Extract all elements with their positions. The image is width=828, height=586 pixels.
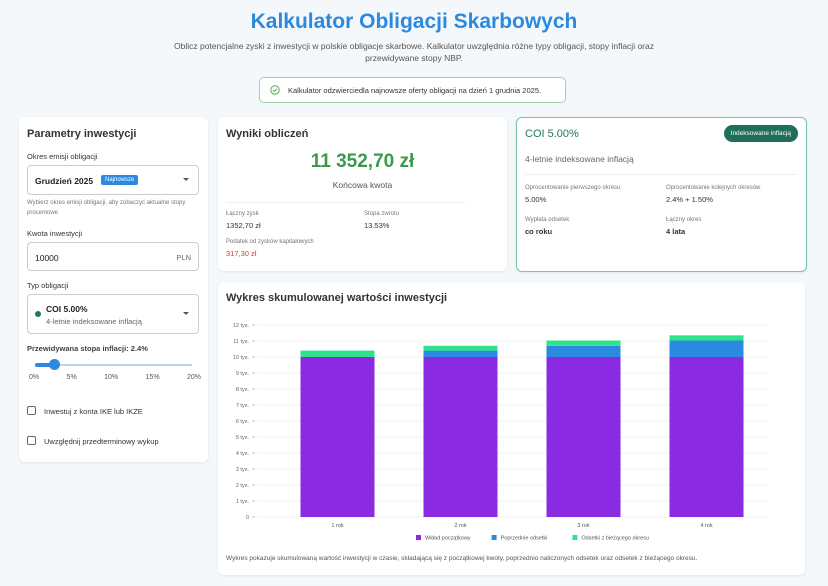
divider [525, 174, 797, 175]
slider-tick: 15% [145, 374, 160, 381]
early-redemption-label: Uwzględnij przedterminowy wykup [44, 437, 159, 446]
y-tick-label: 12 tys. [233, 323, 250, 329]
bond-type-value: COI 5.00% [46, 304, 88, 314]
bar-segment [300, 350, 375, 357]
return-label: Stopa zwrotu [364, 211, 400, 217]
bond-type-select[interactable]: COI 5.00% 4-letnie indeksowane inflacją [27, 294, 199, 334]
legend-label: Poprzednie odsetki [501, 536, 548, 542]
inflation-slider[interactable] [35, 359, 192, 370]
bar-segment [669, 335, 744, 341]
bar-segment [669, 340, 744, 357]
x-tick-label: 2 rok [454, 523, 466, 529]
payout-value: co roku [525, 227, 553, 236]
ike-label: Inwestuj z konta IKE lub IKZE [44, 407, 143, 416]
y-tick-label: 5 tys. [236, 435, 250, 441]
slider-tick: 5% [66, 374, 77, 381]
slider-tick: 0% [29, 374, 40, 381]
x-tick-label: 3 rok [577, 523, 589, 529]
bond-name: COI 5.00% [525, 128, 579, 140]
period-select[interactable]: Grudzień 2025 Najnowsze [27, 165, 199, 195]
profit-label: Łączny zysk [226, 211, 259, 217]
results-title: Wyniki obliczeń [226, 128, 309, 140]
y-tick-label: 2 tys. [236, 483, 250, 489]
y-tick-label: 8 tys. [236, 387, 250, 393]
check-circle-icon [270, 85, 280, 95]
bond-info-card: COI 5.00% Indeksowane inflacją 4-letnie … [516, 117, 807, 272]
x-tick-label: 4 rok [700, 523, 712, 529]
y-tick-label: 7 tys. [236, 403, 250, 409]
amount-value: 10000 [35, 253, 59, 263]
x-tick-label: 1 rok [331, 523, 343, 529]
bar-segment [423, 357, 498, 517]
ike-checkbox[interactable] [27, 406, 36, 415]
params-card: Parametry inwestycji Okres emisji obliga… [19, 117, 208, 462]
y-tick-label: 10 tys. [233, 355, 250, 361]
legend-swatch [491, 535, 497, 540]
bond-type-desc: 4-letnie indeksowane inflacją [46, 317, 142, 326]
total-period-value: 4 lata [666, 227, 686, 236]
final-amount: 11 352,70 zł [310, 151, 415, 172]
final-label: Końcowa kwota [332, 180, 393, 190]
bar-segment [546, 340, 621, 346]
return-value: 13.53% [364, 221, 390, 230]
slider-ticks: 0% 5% 10% 15% 20% [29, 374, 201, 381]
bar-segment [669, 357, 744, 517]
legend-label: Wkład początkowy [425, 536, 471, 542]
profit-value: 1352,70 zł [226, 221, 261, 230]
bond-color-dot [35, 311, 41, 317]
y-tick-label: 4 tys. [236, 451, 250, 457]
amount-input[interactable]: 10000 PLN [27, 242, 199, 271]
slider-thumb[interactable] [48, 359, 60, 370]
notice-banner: Kalkulator odzwierciedla najnowsze ofert… [259, 77, 566, 103]
chart-card: Wykres skumulowanej wartości inwestycji … [218, 282, 805, 575]
y-tick-label: 11 tys. [233, 339, 249, 345]
next-rate-label: Oprocentowanie kolejnych okresów [666, 185, 761, 191]
legend-swatch [572, 535, 578, 540]
bar-segment [546, 345, 621, 357]
y-tick-label: 0 [246, 515, 249, 521]
slider-tick: 20% [186, 374, 201, 381]
chevron-down-icon [183, 312, 189, 315]
params-title: Parametry inwestycji [27, 128, 137, 140]
next-rate-value: 2.4% + 1.50% [666, 195, 713, 204]
page-subtitle: Oblicz potencjalne zyski z inwestycji w … [173, 41, 654, 63]
first-rate-label: Oprocentowanie pierwszego okresu [525, 185, 621, 191]
type-label: Typ obligacji [27, 281, 69, 290]
y-tick-label: 6 tys. [236, 419, 250, 425]
chevron-down-icon [183, 178, 189, 181]
page-title: Kalkulator Obligacji Skarbowych [250, 10, 578, 33]
bond-badge: Indeksowane inflacją [723, 125, 798, 142]
early-redemption-checkbox[interactable] [27, 436, 36, 445]
period-label: Okres emisji obligacji [27, 152, 98, 161]
amount-label: Kwota inwestycji [27, 229, 83, 238]
newest-badge: Najnowsze [101, 175, 139, 185]
y-tick-label: 9 tys. [236, 371, 250, 377]
total-period-label: Łączny okres [666, 217, 702, 223]
amount-unit: PLN [176, 253, 191, 262]
bar-segment [300, 357, 375, 517]
period-value: Grudzień 2025 [35, 176, 94, 186]
bar-segment [423, 350, 498, 357]
payout-label: Wypłata odsetek [525, 217, 570, 223]
slider-tick: 10% [104, 374, 119, 381]
first-rate-value: 5.00% [525, 195, 547, 204]
bar-segment [546, 357, 621, 517]
tax-label: Podatek od zysków kapitałowych [226, 239, 314, 245]
legend-swatch [416, 535, 421, 540]
bond-desc: 4-letnie indeksowane inflacją [525, 154, 634, 164]
notice-text: Kalkulator odzwierciedla najnowsze ofert… [288, 85, 542, 95]
chart-caption: Wykres pokazuje skumulowaną wartość inwe… [226, 555, 698, 562]
legend-label: Odsetki z bieżącego okresu [581, 536, 649, 542]
tax-value: 317,30 zł [226, 249, 257, 258]
divider [226, 202, 466, 203]
bar-segment [423, 345, 498, 351]
period-hint: Wybierz okres emisji obligacji, aby zoba… [27, 200, 186, 216]
y-tick-label: 3 tys. [236, 467, 250, 473]
stacked-bar-chart: 0 1 tys. 2 tys. 3 tys. 4 tys. 5 tys. 6 tys. 7 t… [233, 323, 768, 542]
chart-title: Wykres skumulowanej wartości inwestycji [226, 292, 448, 304]
slider-fill [35, 363, 54, 367]
y-tick-label: 1 tys. [236, 499, 250, 505]
results-card: Wyniki obliczeń 11 352,70 zł Końcowa kwo… [218, 117, 507, 271]
inflation-label: Przewidywana stopa inflacji: 2.4% [27, 344, 148, 353]
